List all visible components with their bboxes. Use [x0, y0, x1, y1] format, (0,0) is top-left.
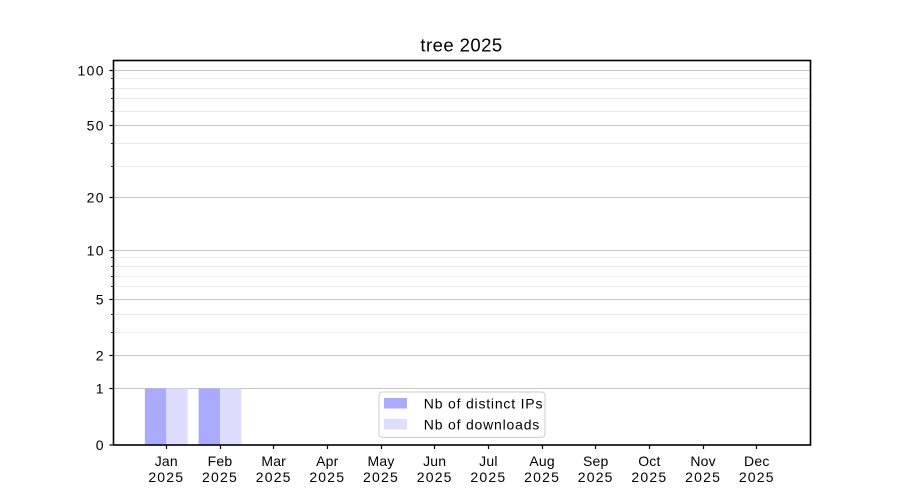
- svg-text:2025: 2025: [631, 469, 667, 485]
- svg-text:2025: 2025: [524, 469, 560, 485]
- svg-text:10: 10: [87, 243, 105, 259]
- svg-text:Nb of downloads: Nb of downloads: [424, 416, 540, 432]
- svg-text:Jul: Jul: [479, 453, 498, 469]
- svg-text:2025: 2025: [256, 469, 292, 485]
- svg-text:50: 50: [87, 118, 105, 134]
- svg-text:2025: 2025: [685, 469, 721, 485]
- svg-text:2025: 2025: [363, 469, 399, 485]
- svg-text:100: 100: [78, 63, 105, 79]
- svg-text:2: 2: [96, 348, 105, 364]
- svg-text:Nov: Nov: [690, 453, 716, 469]
- svg-text:May: May: [367, 453, 394, 469]
- svg-text:Jun: Jun: [423, 453, 446, 469]
- svg-text:tree 2025: tree 2025: [420, 35, 502, 56]
- svg-text:Aug: Aug: [529, 453, 555, 469]
- svg-text:2025: 2025: [739, 469, 775, 485]
- svg-text:2025: 2025: [202, 469, 238, 485]
- svg-text:1: 1: [96, 381, 105, 397]
- svg-text:2025: 2025: [470, 469, 506, 485]
- svg-text:2025: 2025: [148, 469, 184, 485]
- svg-text:Nb of distinct IPs: Nb of distinct IPs: [424, 395, 543, 411]
- svg-text:Oct: Oct: [638, 453, 660, 469]
- svg-text:20: 20: [87, 190, 105, 206]
- svg-text:5: 5: [96, 292, 105, 308]
- svg-text:Mar: Mar: [261, 453, 286, 469]
- svg-text:Dec: Dec: [744, 453, 770, 469]
- svg-text:Jan: Jan: [155, 453, 178, 469]
- svg-text:2025: 2025: [309, 469, 345, 485]
- svg-text:2025: 2025: [417, 469, 453, 485]
- svg-text:Sep: Sep: [583, 453, 609, 469]
- svg-text:Apr: Apr: [316, 453, 339, 469]
- svg-text:2025: 2025: [578, 469, 614, 485]
- svg-text:0: 0: [96, 437, 105, 453]
- svg-text:Feb: Feb: [208, 453, 233, 469]
